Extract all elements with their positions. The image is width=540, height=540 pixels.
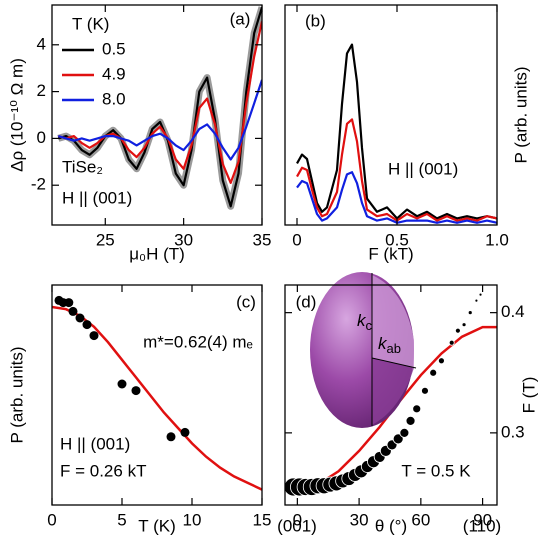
x-tick-label: 25 <box>96 230 115 249</box>
cut-wedge <box>372 275 414 368</box>
x-axis-label: F (kT) <box>368 244 413 263</box>
inset-subscript: ab <box>387 341 401 356</box>
annotation: (b) <box>305 11 326 30</box>
annotation: m*=0.62(4) mₑ <box>143 332 253 351</box>
data-point <box>89 331 99 341</box>
x-axis-label: μ₀H (T) <box>129 244 185 263</box>
y-tick-label: 0.3 <box>501 422 525 441</box>
y-axis-label: F (T) <box>519 377 538 414</box>
x-tick-label: 35 <box>253 230 272 249</box>
y-tick-label: -2 <box>31 175 46 194</box>
x-tick-label: 30 <box>350 510 369 529</box>
y-tick-label: 2 <box>37 81 46 100</box>
inset-symbol: k <box>378 334 388 353</box>
data-point <box>474 298 479 303</box>
annotation: TiSe₂ <box>62 157 103 176</box>
series-line <box>57 79 262 161</box>
data-point <box>478 292 483 297</box>
inset-symbol: k <box>357 311 367 330</box>
data-point <box>75 313 85 323</box>
series-line <box>57 21 262 184</box>
x-tick-label: 15 <box>253 510 272 529</box>
plot-area <box>57 6 262 210</box>
data-point <box>429 368 438 377</box>
legend-label: 4.9 <box>102 64 126 83</box>
y-axis-label: P (arb. units) <box>7 346 26 443</box>
data-point <box>467 310 473 316</box>
annotation: (a) <box>230 9 251 28</box>
data-point <box>461 322 467 328</box>
annotation: H || (001) <box>60 434 130 453</box>
data-point <box>392 433 404 445</box>
annotation: H || (001) <box>62 188 132 207</box>
annotation: (d) <box>296 292 317 311</box>
x-tick-label: 10 <box>183 510 202 529</box>
fermi-surface-inset <box>310 272 417 428</box>
x-tick-label: 0 <box>293 510 302 529</box>
annotation: F = 0.26 kT <box>60 461 146 480</box>
y-tick-label: 4 <box>37 34 46 53</box>
data-point <box>405 415 416 426</box>
annotation: H || (001) <box>388 159 458 178</box>
data-point <box>131 386 141 396</box>
data-point <box>438 357 445 365</box>
plot-area <box>296 43 497 224</box>
annotation: (001) <box>277 516 317 535</box>
x-tick-label: 90 <box>473 510 492 529</box>
axes-frame <box>284 4 498 226</box>
series-line <box>296 171 497 224</box>
x-axis-label: T (K) <box>138 516 175 535</box>
data-point <box>454 327 461 334</box>
x-tick-label: 30 <box>174 230 193 249</box>
y-axis-label: P (arb. units) <box>511 66 530 163</box>
y-tick-label: 0.4 <box>501 302 525 321</box>
legend-label: 8.0 <box>102 89 126 108</box>
data-point <box>82 320 92 330</box>
data-point <box>399 427 410 438</box>
data-point <box>117 379 127 389</box>
y-axis-label: Δρ (10⁻¹⁰ Ω m) <box>7 58 26 172</box>
kab-axis <box>371 357 417 369</box>
data-point <box>180 427 190 437</box>
series-line <box>296 43 497 220</box>
axes-frame <box>51 4 263 226</box>
axes-frame <box>284 284 498 506</box>
inset-subscript: c <box>366 318 373 333</box>
x-tick-label: 5 <box>117 510 126 529</box>
x-tick-label: 60 <box>411 510 430 529</box>
cut-wedge-lower <box>372 358 414 425</box>
annotation: (110) <box>463 516 501 535</box>
data-point <box>421 386 429 395</box>
data-point <box>166 432 176 442</box>
series-line <box>57 6 262 208</box>
x-tick-label: 1.0 <box>485 230 509 249</box>
data-point <box>412 404 422 414</box>
x-axis-label: θ (°) <box>375 516 407 535</box>
data-point <box>68 306 78 316</box>
y-tick-label: 0 <box>37 128 46 147</box>
plot-area <box>52 295 262 491</box>
data-point <box>64 298 74 308</box>
annotation: T (K) <box>72 14 109 33</box>
annotation: (c) <box>236 292 256 311</box>
x-tick-label: 0.5 <box>385 230 409 249</box>
series-line <box>296 118 497 222</box>
x-tick-label: 0 <box>47 510 56 529</box>
legend-label: 0.5 <box>102 39 126 58</box>
inset-label: kc <box>357 311 373 333</box>
axes-frame <box>51 284 263 506</box>
inset-label: kab <box>378 334 401 356</box>
x-tick-label: 0 <box>292 230 301 249</box>
data-point <box>448 339 455 346</box>
annotation: T = 0.5 K <box>401 461 471 480</box>
